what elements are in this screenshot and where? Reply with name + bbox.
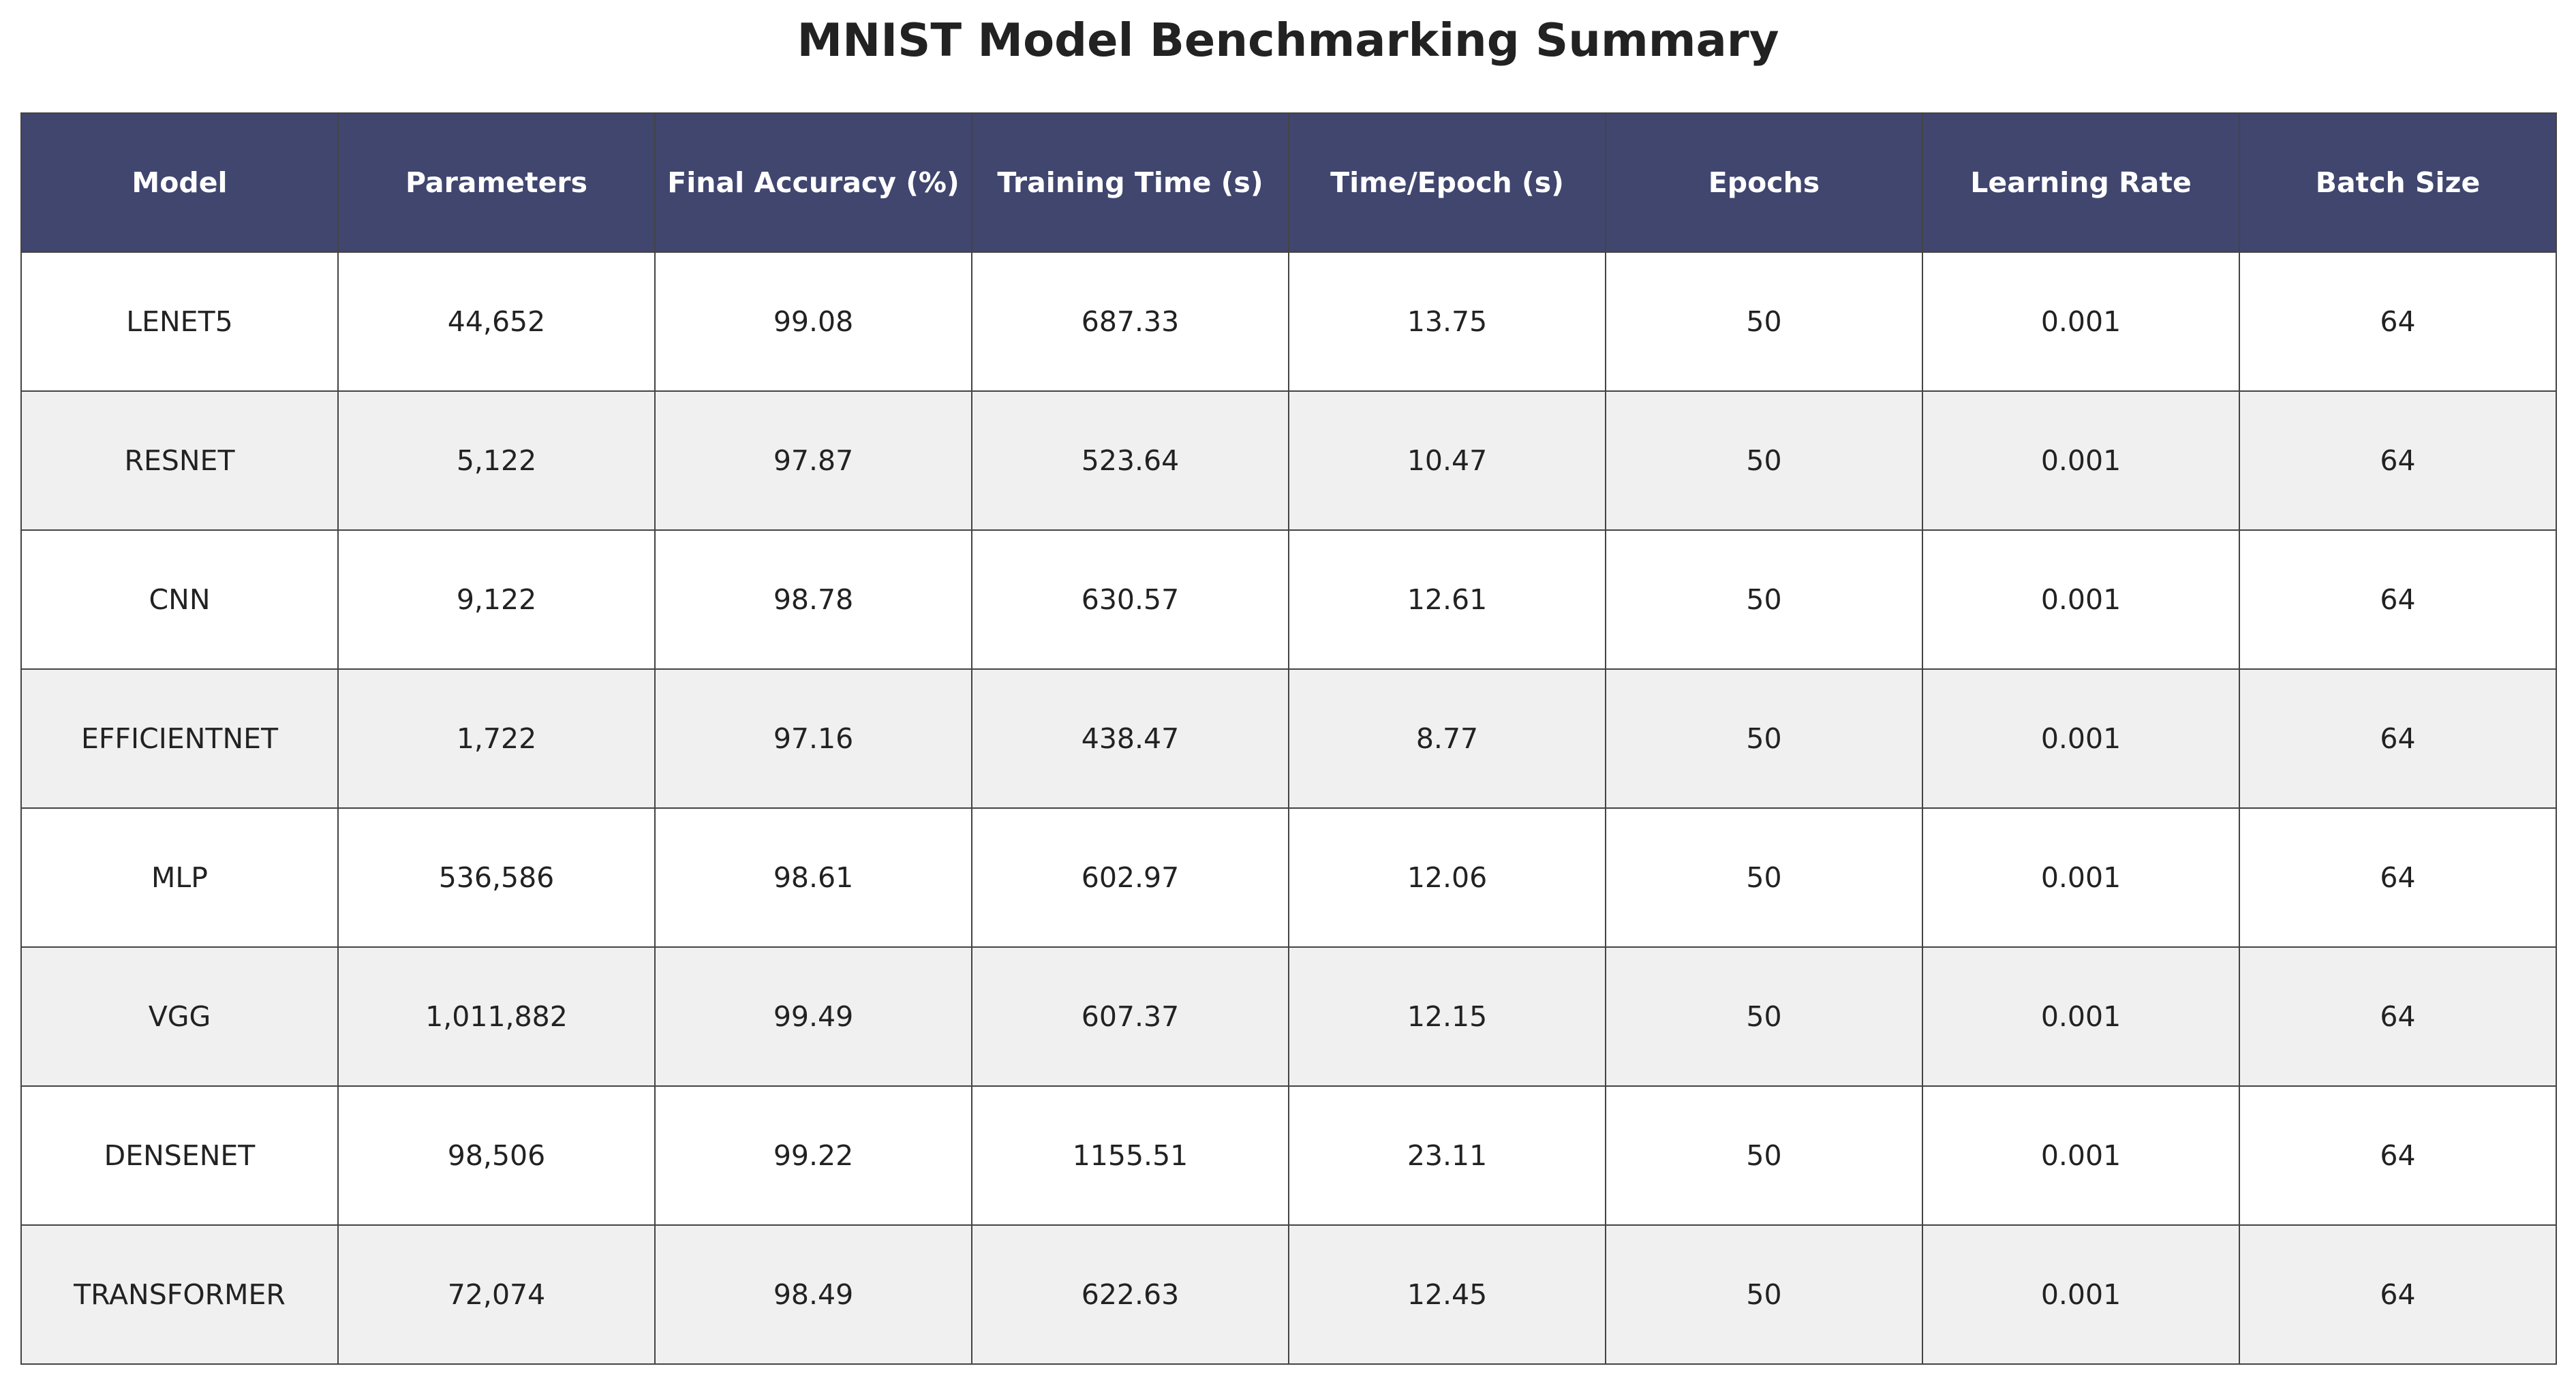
table-cell: 622.63 — [971, 1224, 1289, 1365]
table-cell: 50 — [1605, 807, 1923, 948]
table-cell: 13.75 — [1288, 251, 1606, 392]
table-cell: 50 — [1605, 529, 1923, 670]
table-cell: 64 — [2239, 668, 2557, 809]
table-cell: 44,652 — [337, 251, 656, 392]
table-cell: 72,074 — [337, 1224, 656, 1365]
table-cell: 64 — [2239, 1085, 2557, 1226]
table-cell: 602.97 — [971, 807, 1289, 948]
table-cell: 0.001 — [1922, 807, 2240, 948]
column-header: Parameters — [337, 112, 656, 253]
table-cell: 98.78 — [654, 529, 972, 670]
table-cell: 0.001 — [1922, 1085, 2240, 1226]
table-title: MNIST Model Benchmarking Summary — [797, 14, 1779, 67]
table-cell: 23.11 — [1288, 1085, 1606, 1226]
table-cell: 50 — [1605, 1085, 1923, 1226]
column-header: Time/Epoch (s) — [1288, 112, 1606, 253]
table-cell: 50 — [1605, 668, 1923, 809]
table-cell: 64 — [2239, 946, 2557, 1087]
table-row: RESNET 5,122 97.87 523.64 10.47 50 0.001 64 — [20, 390, 2557, 531]
column-header: Model — [20, 112, 339, 253]
table-row: MLP 536,586 98.61 602.97 12.06 50 0.001 64 — [20, 807, 2557, 948]
table-cell: 97.87 — [654, 390, 972, 531]
table-cell: 523.64 — [971, 390, 1289, 531]
table-cell: 0.001 — [1922, 529, 2240, 670]
column-header: Epochs — [1605, 112, 1923, 253]
table-cell: 50 — [1605, 390, 1923, 531]
table-cell: 8.77 — [1288, 668, 1606, 809]
column-header: Batch Size — [2239, 112, 2557, 253]
table-row: LENET5 44,652 99.08 687.33 13.75 50 0.001 64 — [20, 251, 2557, 392]
table-cell: 0.001 — [1922, 946, 2240, 1087]
table-cell: 64 — [2239, 529, 2557, 670]
table-cell: 50 — [1605, 946, 1923, 1087]
model-name-cell: DENSENET — [20, 1085, 339, 1226]
model-name-cell: RESNET — [20, 390, 339, 531]
table-cell: 98.61 — [654, 807, 972, 948]
table-cell: 64 — [2239, 807, 2557, 948]
table-cell: 64 — [2239, 1224, 2557, 1365]
table-cell: 98.49 — [654, 1224, 972, 1365]
table-cell: 50 — [1605, 1224, 1923, 1365]
table-cell: 1,722 — [337, 668, 656, 809]
table-row: EFFICIENTNET 1,722 97.16 438.47 8.77 50 0.001 6… — [20, 668, 2557, 809]
table-body: LENET5 44,652 99.08 687.33 13.75 50 0.001 64 RES… — [20, 251, 2557, 1365]
table-cell: 5,122 — [337, 390, 656, 531]
column-header: Training Time (s) — [971, 112, 1289, 253]
model-name-cell: TRANSFORMER — [20, 1224, 339, 1365]
table-cell: 50 — [1605, 251, 1923, 392]
model-name-cell: VGG — [20, 946, 339, 1087]
table-cell: 438.47 — [971, 668, 1289, 809]
table-cell: 1,011,882 — [337, 946, 656, 1087]
table-row: TRANSFORMER 72,074 98.49 622.63 12.45 50 0.001… — [20, 1224, 2557, 1365]
benchmark-table: Model Parameters Final Accuracy (%) Trainin… — [20, 112, 2557, 1365]
table-row: VGG 1,011,882 99.49 607.37 12.15 50 0.001 64 — [20, 946, 2557, 1087]
table-cell: 12.15 — [1288, 946, 1606, 1087]
table-cell: 10.47 — [1288, 390, 1606, 531]
model-name-cell: CNN — [20, 529, 339, 670]
column-header: Learning Rate — [1922, 112, 2240, 253]
table-cell: 99.22 — [654, 1085, 972, 1226]
table-cell: 12.61 — [1288, 529, 1606, 670]
table-cell: 12.45 — [1288, 1224, 1606, 1365]
table-cell: 536,586 — [337, 807, 656, 948]
table-cell: 0.001 — [1922, 251, 2240, 392]
table-cell: 0.001 — [1922, 1224, 2240, 1365]
table-cell: 99.49 — [654, 946, 972, 1087]
table-cell: 0.001 — [1922, 390, 2240, 531]
table-row: CNN 9,122 98.78 630.57 12.61 50 0.001 64 — [20, 529, 2557, 670]
header-row: Model Parameters Final Accuracy (%) Trainin… — [20, 112, 2557, 253]
table-cell: 64 — [2239, 251, 2557, 392]
table-cell: 99.08 — [654, 251, 972, 392]
table-cell: 12.06 — [1288, 807, 1606, 948]
model-name-cell: EFFICIENTNET — [20, 668, 339, 809]
table-cell: 97.16 — [654, 668, 972, 809]
table-cell: 64 — [2239, 390, 2557, 531]
table-cell: 0.001 — [1922, 668, 2240, 809]
table-row: DENSENET 98,506 99.22 1155.51 23.11 50 0.001 64 — [20, 1085, 2557, 1226]
table-cell: 630.57 — [971, 529, 1289, 670]
table-cell: 98,506 — [337, 1085, 656, 1226]
model-name-cell: LENET5 — [20, 251, 339, 392]
column-header: Final Accuracy (%) — [654, 112, 972, 253]
table-cell: 9,122 — [337, 529, 656, 670]
model-name-cell: MLP — [20, 807, 339, 948]
table-cell: 607.37 — [971, 946, 1289, 1087]
table-cell: 1155.51 — [971, 1085, 1289, 1226]
table-cell: 687.33 — [971, 251, 1289, 392]
